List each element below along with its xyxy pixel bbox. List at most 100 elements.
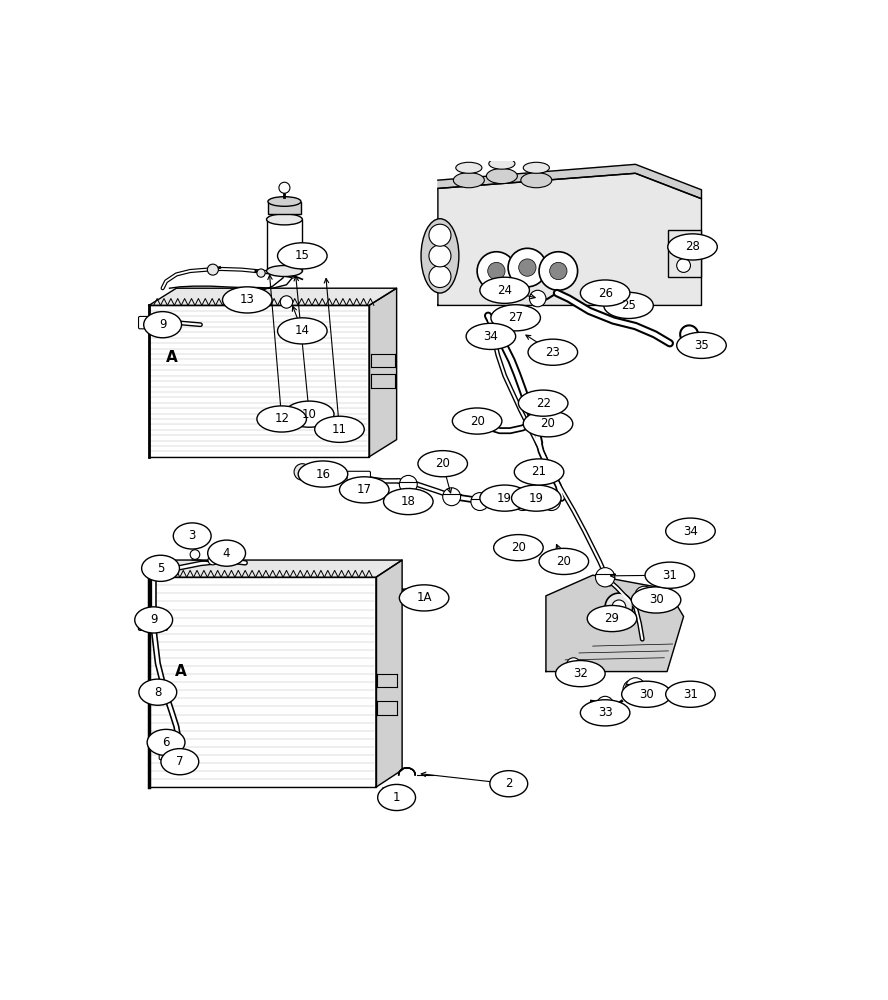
Text: 8: 8: [155, 686, 162, 699]
Ellipse shape: [528, 339, 577, 365]
Ellipse shape: [208, 540, 246, 566]
Text: 27: 27: [508, 311, 523, 324]
Text: 6: 6: [163, 736, 170, 749]
FancyBboxPatch shape: [230, 292, 258, 303]
Text: 13: 13: [240, 293, 255, 306]
Text: 3: 3: [188, 529, 196, 542]
Ellipse shape: [523, 162, 550, 173]
Circle shape: [550, 262, 567, 280]
Text: 18: 18: [400, 495, 416, 508]
Circle shape: [567, 658, 581, 672]
Text: 2: 2: [505, 777, 512, 790]
Circle shape: [207, 264, 218, 275]
Ellipse shape: [339, 477, 389, 503]
Text: 20: 20: [511, 541, 526, 554]
Polygon shape: [546, 575, 684, 672]
Ellipse shape: [266, 266, 302, 277]
Text: 15: 15: [295, 249, 310, 262]
Circle shape: [543, 493, 560, 511]
Ellipse shape: [622, 681, 671, 707]
Circle shape: [513, 493, 532, 511]
FancyBboxPatch shape: [139, 316, 166, 329]
Ellipse shape: [604, 292, 654, 318]
Circle shape: [471, 493, 488, 511]
Circle shape: [279, 182, 289, 193]
Ellipse shape: [587, 605, 637, 632]
Text: 4: 4: [223, 547, 230, 560]
Bar: [669, 230, 702, 277]
Circle shape: [626, 678, 645, 697]
FancyBboxPatch shape: [347, 471, 370, 484]
Ellipse shape: [161, 749, 199, 775]
Text: 12: 12: [274, 412, 289, 425]
Ellipse shape: [491, 305, 541, 331]
Text: 7: 7: [176, 755, 184, 768]
Text: 19: 19: [497, 492, 512, 505]
Ellipse shape: [314, 416, 364, 442]
Ellipse shape: [539, 548, 589, 575]
Text: 34: 34: [683, 525, 698, 538]
Ellipse shape: [677, 332, 726, 358]
Text: 20: 20: [470, 415, 485, 428]
Ellipse shape: [377, 784, 416, 811]
Circle shape: [529, 290, 546, 307]
Circle shape: [621, 292, 633, 305]
Circle shape: [465, 412, 483, 430]
Ellipse shape: [631, 587, 681, 613]
Circle shape: [508, 248, 547, 287]
Circle shape: [443, 488, 461, 506]
Polygon shape: [149, 288, 397, 305]
Circle shape: [190, 550, 200, 559]
Ellipse shape: [147, 729, 185, 756]
Text: 9: 9: [150, 613, 157, 626]
Text: 20: 20: [541, 417, 556, 430]
Polygon shape: [438, 164, 702, 199]
Text: A: A: [175, 664, 187, 679]
Text: 31: 31: [662, 569, 678, 582]
Ellipse shape: [135, 607, 172, 633]
Text: 35: 35: [694, 339, 709, 352]
Ellipse shape: [668, 234, 718, 260]
Ellipse shape: [452, 408, 502, 434]
Ellipse shape: [454, 173, 484, 188]
Ellipse shape: [456, 162, 482, 173]
Polygon shape: [376, 560, 402, 787]
Ellipse shape: [480, 277, 529, 303]
Text: 1A: 1A: [416, 591, 432, 604]
Circle shape: [597, 696, 614, 713]
Text: 14: 14: [295, 324, 310, 337]
Ellipse shape: [141, 555, 179, 581]
Ellipse shape: [494, 535, 543, 561]
Ellipse shape: [257, 406, 306, 432]
Text: 19: 19: [529, 492, 543, 505]
Circle shape: [400, 475, 417, 493]
Circle shape: [550, 415, 567, 433]
Ellipse shape: [511, 485, 561, 511]
Circle shape: [623, 680, 642, 699]
Ellipse shape: [666, 518, 715, 544]
Ellipse shape: [645, 562, 694, 588]
Text: 9: 9: [159, 318, 166, 331]
Circle shape: [677, 259, 691, 272]
Ellipse shape: [523, 411, 573, 437]
Circle shape: [153, 563, 163, 574]
Circle shape: [599, 283, 612, 297]
Ellipse shape: [581, 700, 630, 726]
Ellipse shape: [284, 401, 334, 427]
Ellipse shape: [400, 585, 449, 611]
Circle shape: [429, 245, 451, 267]
Circle shape: [539, 252, 577, 290]
Text: 20: 20: [557, 555, 571, 568]
Polygon shape: [369, 288, 397, 457]
Text: 23: 23: [545, 346, 560, 359]
Ellipse shape: [466, 323, 516, 349]
Text: 32: 32: [573, 667, 588, 680]
Circle shape: [257, 269, 266, 277]
Text: 17: 17: [357, 483, 372, 496]
Ellipse shape: [556, 661, 605, 687]
Text: 29: 29: [605, 612, 620, 625]
Ellipse shape: [521, 173, 551, 188]
Text: 28: 28: [685, 240, 700, 253]
Ellipse shape: [384, 488, 433, 515]
Text: 11: 11: [332, 423, 347, 436]
